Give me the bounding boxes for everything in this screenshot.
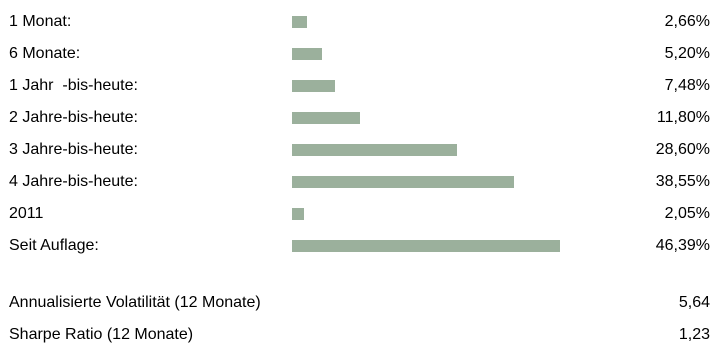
bar xyxy=(292,16,307,28)
bar-track xyxy=(292,16,592,28)
bar-track xyxy=(292,240,592,252)
value-label: 38,55% xyxy=(655,173,710,190)
chart-row: Seit Auflage: 46,39% xyxy=(0,230,720,262)
sharpe-ratio-row: Sharpe Ratio (12 Monate) 1,23 xyxy=(0,319,720,351)
category-label: 4 Jahre-bis-heute: xyxy=(9,173,138,190)
category-label: 2 Jahre-bis-heute: xyxy=(9,109,138,126)
value-label: 7,48% xyxy=(664,77,710,94)
chart-row: 1 Monat: 2,66% xyxy=(0,6,720,38)
chart-row: 3 Jahre-bis-heute: 28,60% xyxy=(0,134,720,166)
value-label: 2,05% xyxy=(664,205,710,222)
metric-label: Sharpe Ratio (12 Monate) xyxy=(9,326,194,343)
bar xyxy=(292,208,304,220)
category-label: 3 Jahre-bis-heute: xyxy=(9,141,138,158)
value-label: 11,80% xyxy=(656,109,710,126)
category-label: 6 Monate: xyxy=(9,45,81,62)
category-label: 1 Jahr -bis-heute: xyxy=(9,77,138,94)
bar-track xyxy=(292,176,592,188)
value-label: 2,66% xyxy=(664,13,710,30)
bar-track xyxy=(292,112,592,124)
chart-row: 2011 2,05% xyxy=(0,198,720,230)
chart-row: 1 Jahr -bis-heute: 7,48% xyxy=(0,70,720,102)
chart-row: 6 Monate: 5,20% xyxy=(0,38,720,70)
bar xyxy=(292,80,335,92)
chart-row: 2 Jahre-bis-heute: 11,80% xyxy=(0,102,720,134)
metric-label: Annualisierte Volatilität (12 Monate) xyxy=(9,294,261,311)
category-label: Seit Auflage: xyxy=(9,237,99,254)
category-label: 2011 xyxy=(9,205,44,222)
bar-track xyxy=(292,208,592,220)
metric-value: 5,64 xyxy=(678,294,710,311)
bar xyxy=(292,48,322,60)
value-label: 5,20% xyxy=(664,45,710,62)
bar-track xyxy=(292,80,592,92)
bar-track xyxy=(292,144,592,156)
volatility-row: Annualisierte Volatilität (12 Monate) 5,6… xyxy=(0,287,720,319)
bar-track xyxy=(292,48,592,60)
bar xyxy=(292,112,360,124)
chart-row: 4 Jahre-bis-heute: 38,55% xyxy=(0,166,720,198)
category-label: 1 Monat: xyxy=(9,13,72,30)
bar xyxy=(292,240,560,252)
bar xyxy=(292,144,457,156)
value-label: 46,39% xyxy=(655,237,710,254)
value-label: 28,60% xyxy=(655,141,710,158)
metric-value: 1,23 xyxy=(678,326,710,343)
bar xyxy=(292,176,514,188)
